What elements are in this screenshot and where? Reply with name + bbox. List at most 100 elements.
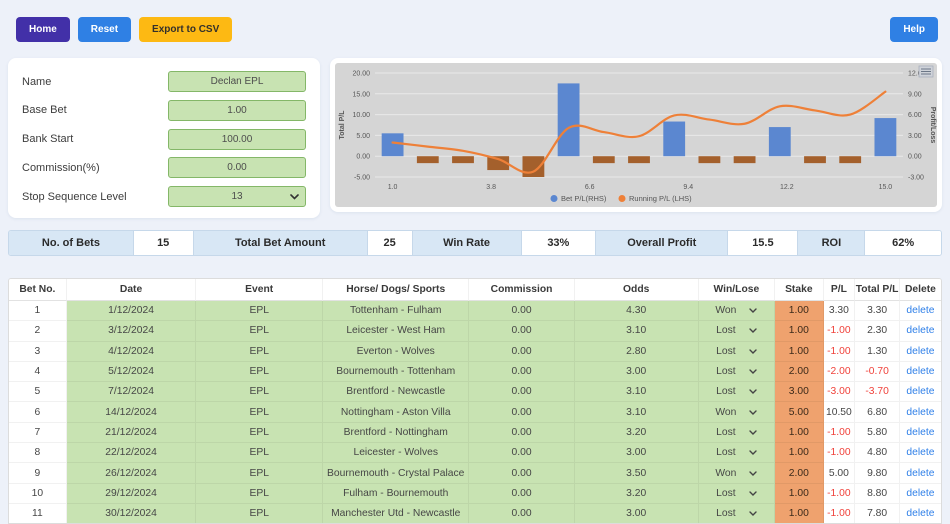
table-row: 11 30/12/2024 EPL Manchester Utd - Newcastl…: [9, 503, 941, 523]
cell-pl: -1.00: [823, 422, 856, 444]
win-lose-select[interactable]: Lost: [698, 382, 776, 403]
win-lose-select[interactable]: Won: [698, 301, 776, 322]
delete-link[interactable]: delete: [906, 406, 935, 418]
cell-fixture: Manchester Utd - Newcastle: [323, 503, 470, 523]
cell-bet-no: 1: [9, 301, 67, 322]
win-lose-select[interactable]: Lost: [698, 422, 776, 444]
cell-date: 3/12/2024: [66, 321, 197, 342]
bank-start-field-row: Bank Start 100.00: [22, 128, 306, 150]
x-axis-tick: 6.6: [585, 184, 595, 191]
cell-total-pl: 4.80: [855, 443, 900, 464]
delete-link: delete: [899, 463, 941, 484]
column-header-fixture: Horse/ Dogs/ Sports: [323, 279, 470, 301]
table-row: 10 29/12/2024 EPL Fulham - Bournemouth 0.00 3…: [9, 483, 941, 504]
table-row: 2 3/12/2024 EPL Leicester - West Ham 0.00 3.1…: [9, 321, 941, 342]
help-button[interactable]: Help: [890, 16, 938, 42]
left-axis-tick: 0.00: [356, 154, 370, 161]
legend-label-bet-pl[interactable]: Bet P/L(RHS): [561, 194, 607, 203]
commission-input[interactable]: 0.00: [168, 157, 306, 179]
cell-commission: 0.00: [469, 361, 575, 383]
x-axis-tick: 15.0: [879, 184, 893, 191]
cell-event: EPL: [196, 463, 324, 484]
name-input[interactable]: Declan EPL: [168, 71, 306, 92]
cell-date: 22/12/2024: [66, 443, 197, 464]
cell-commission: 0.00: [469, 463, 575, 484]
win-lose-select[interactable]: Lost: [698, 341, 776, 362]
cell-bet-no: 7: [9, 422, 67, 444]
bank-start-input[interactable]: 100.00: [168, 128, 306, 150]
win-lose-select[interactable]: Lost: [698, 443, 776, 464]
chevron-down-icon: [290, 194, 299, 200]
pl-chart-panel: 20.00 12.00 15.00 9.00 10.00 6.00 5.00 3.00 0.00…: [330, 58, 942, 212]
delete-link[interactable]: delete: [906, 345, 935, 357]
legend-dot-bet-pl[interactable]: [550, 195, 558, 202]
cell-commission: 0.00: [469, 301, 575, 322]
win-lose-select[interactable]: Lost: [698, 321, 776, 342]
cell-fixture: Leicester - Wolves: [323, 443, 470, 464]
stop-sequence-select[interactable]: 13: [168, 186, 306, 207]
base-bet-input[interactable]: 1.00: [168, 99, 306, 121]
cell-odds: 3.10: [574, 382, 699, 403]
chart-menu-icon[interactable]: [918, 65, 934, 78]
delete-link[interactable]: delete: [906, 447, 935, 459]
delete-link[interactable]: delete: [906, 508, 935, 520]
cell-stake: 1.00: [775, 422, 824, 444]
cell-event: EPL: [196, 382, 324, 403]
legend-label-running-pl[interactable]: Running P/L (LHS): [629, 194, 692, 203]
delete-link[interactable]: delete: [906, 325, 935, 337]
win-lose-select[interactable]: Lost: [698, 361, 776, 383]
cell-commission: 0.00: [469, 402, 575, 423]
right-axis-tick: 12.00: [908, 71, 926, 78]
table-row: 7 21/12/2024 EPL Brentford - Nottingham 0.00…: [9, 422, 941, 444]
cell-fixture: Fulham - Bournemouth: [323, 483, 470, 504]
table-body: 1 1/12/2024 EPL Tottenham - Fulham 0.00 4.30 W…: [9, 301, 941, 523]
delete-link[interactable]: delete: [906, 487, 935, 499]
delete-link[interactable]: delete: [906, 386, 935, 398]
base-bet-field-row: Base Bet 1.00: [22, 99, 306, 121]
delete-link: delete: [899, 382, 941, 403]
bet-pl-bar: [733, 156, 756, 164]
cell-date: 26/12/2024: [66, 463, 197, 484]
cell-commission: 0.00: [469, 382, 575, 403]
left-axis-tick: 10.00: [352, 112, 370, 119]
cell-pl: 3.30: [823, 301, 856, 322]
cell-pl: -3.00: [823, 382, 856, 403]
left-axis-tick: 20.00: [352, 71, 370, 78]
export-to-csv-button[interactable]: Export to CSV: [139, 16, 233, 42]
toolbar: Home Reset Export to CSV Help: [16, 16, 938, 42]
cell-pl: -1.00: [823, 321, 856, 342]
delete-link[interactable]: delete: [906, 366, 935, 378]
cell-odds: 3.20: [574, 483, 699, 504]
cell-total-pl: 1.30: [855, 341, 900, 362]
win-lose-select[interactable]: Won: [698, 463, 776, 484]
cell-stake: 2.00: [775, 361, 824, 383]
delete-link[interactable]: delete: [906, 426, 935, 438]
cell-event: EPL: [196, 321, 324, 342]
left-axis-title: Total P/L: [339, 110, 346, 140]
bet-pl-bar: [487, 156, 510, 171]
cell-stake: 5.00: [775, 402, 824, 423]
delete-link: delete: [899, 362, 941, 383]
reset-button[interactable]: Reset: [77, 16, 132, 42]
win-lose-select[interactable]: Lost: [698, 503, 776, 523]
bet-pl-bar: [557, 83, 580, 157]
cell-bet-no: 6: [9, 402, 67, 423]
left-axis-tick: 15.00: [352, 91, 370, 98]
column-header-commission: Commission: [469, 279, 575, 301]
legend-dot-running-pl[interactable]: [618, 195, 626, 202]
table-row: 3 4/12/2024 EPL Everton - Wolves 0.00 2.80 Los…: [9, 341, 941, 362]
win-lose-select[interactable]: Lost: [698, 483, 776, 504]
delete-link[interactable]: delete: [906, 467, 935, 479]
win-lose-select[interactable]: Won: [698, 402, 776, 423]
cell-event: EPL: [196, 443, 324, 464]
win-lose-value: Won: [715, 406, 737, 418]
total-bet-amount-value: 25: [367, 231, 413, 255]
home-button[interactable]: Home: [16, 16, 70, 42]
cell-pl: 5.00: [823, 463, 856, 484]
name-label: Name: [22, 75, 52, 88]
column-header-stake: Stake: [775, 279, 824, 301]
delete-link[interactable]: delete: [906, 305, 935, 317]
chevron-down-icon: [748, 430, 757, 435]
bet-pl-bar: [628, 156, 650, 164]
